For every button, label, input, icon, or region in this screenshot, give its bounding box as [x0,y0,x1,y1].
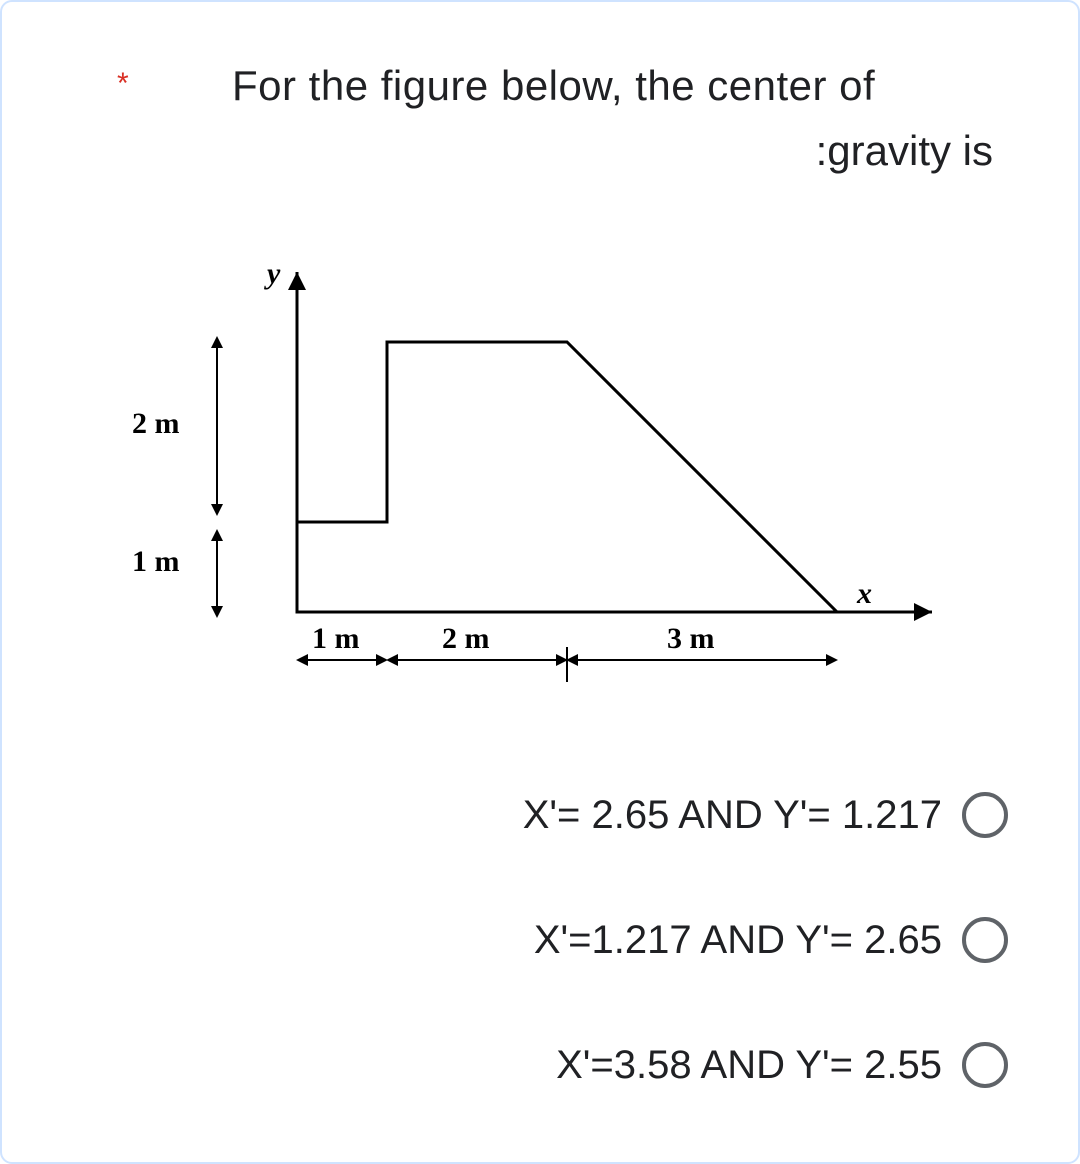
figure-diagram: y x 2 m 1 m 1 m 2 m 3 m [102,252,982,692]
dim-v-2: 1 m [132,545,180,579]
option-2[interactable]: X'=1.217 AND Y'= 2.65 [534,917,1008,963]
option-3-label: X'=3.58 AND Y'= 2.55 [556,1043,942,1088]
option-3[interactable]: X'=3.58 AND Y'= 2.55 [556,1042,1008,1088]
question-text-line2: :gravity is [816,127,993,175]
question-card: * For the figure below, the center of :g… [0,0,1080,1164]
x-axis-label: x [857,577,872,611]
radio-icon[interactable] [962,1042,1008,1088]
option-1[interactable]: X'= 2.65 AND Y'= 1.217 [523,792,1008,838]
question-text-line1: For the figure below, the center of [232,62,875,110]
option-1-label: X'= 2.65 AND Y'= 1.217 [523,793,942,838]
y-axis-label: y [267,257,280,291]
required-marker: * [117,67,129,101]
dim-h-1: 1 m [312,622,360,656]
option-2-label: X'=1.217 AND Y'= 2.65 [534,918,942,963]
dim-v-1: 2 m [132,407,180,441]
dim-h-3: 3 m [667,622,715,656]
diagram-svg [102,252,982,692]
radio-icon[interactable] [962,792,1008,838]
dim-h-2: 2 m [442,622,490,656]
radio-icon[interactable] [962,917,1008,963]
